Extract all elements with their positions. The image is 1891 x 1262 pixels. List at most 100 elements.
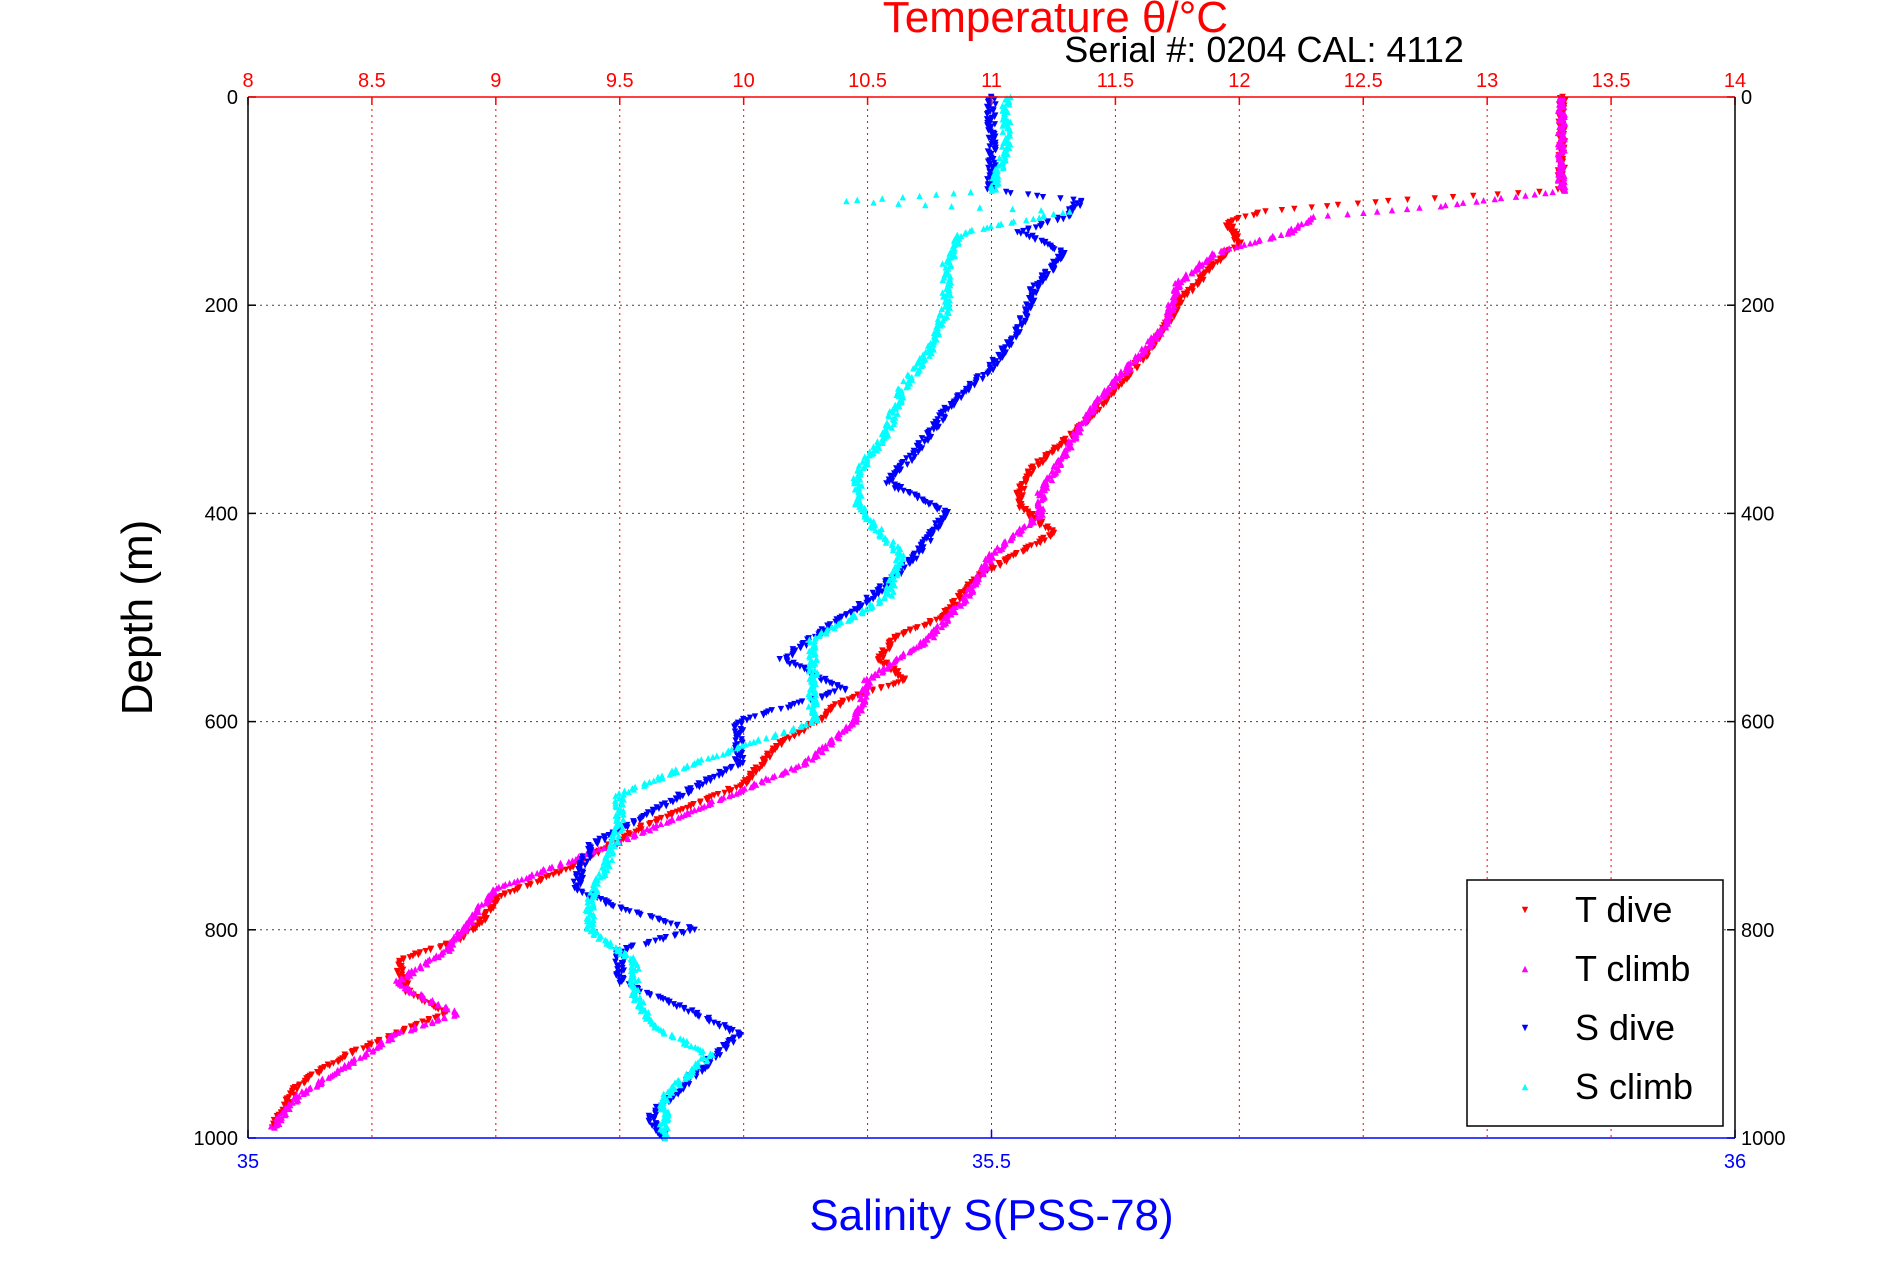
data-point [293, 1086, 301, 1093]
data-point [666, 1091, 673, 1099]
salinity-axis-title: Salinity S(PSS-78) [809, 1191, 1173, 1240]
data-point [1246, 240, 1254, 247]
data-point [695, 805, 702, 812]
data-point [433, 1002, 441, 1009]
data-point [943, 290, 951, 298]
data-point [935, 525, 942, 532]
data-point [605, 847, 612, 855]
data-point [992, 147, 999, 154]
legend-label: T climb [1575, 948, 1690, 989]
depth-tick-label-left: 200 [205, 295, 238, 317]
data-point [777, 705, 785, 713]
data-point [330, 1060, 337, 1067]
data-point [893, 572, 901, 579]
data-point [587, 854, 594, 862]
data-point [822, 744, 830, 752]
data-point [858, 707, 866, 714]
data-point [1278, 207, 1286, 214]
legend-label: T dive [1575, 889, 1672, 930]
depth-tick-label-right: 1000 [1741, 1128, 1786, 1150]
data-point [634, 986, 642, 993]
data-point [627, 975, 634, 982]
data-point [936, 412, 943, 419]
data-point [444, 1005, 451, 1013]
data-point [863, 599, 870, 607]
data-point [1184, 274, 1191, 282]
data-point [608, 856, 616, 863]
sal-tick-label: 35 [237, 1151, 259, 1173]
data-point [704, 797, 711, 804]
data-point [999, 164, 1007, 172]
data-point [870, 199, 877, 206]
data-point [590, 912, 598, 920]
data-point [1158, 330, 1165, 337]
data-point [985, 164, 992, 172]
data-point [991, 121, 999, 128]
data-point [557, 862, 564, 869]
data-point [661, 1030, 668, 1037]
data-point [839, 728, 846, 735]
data-point [874, 671, 881, 679]
data-point [1561, 135, 1568, 143]
data-point [635, 965, 642, 972]
data-point [1039, 213, 1047, 220]
data-point [894, 410, 901, 417]
data-point [1026, 234, 1033, 241]
data-point [596, 835, 603, 843]
data-point [1023, 231, 1030, 238]
data-point [823, 630, 830, 637]
data-point [625, 788, 632, 796]
data-point [406, 954, 414, 961]
data-point [791, 733, 798, 740]
data-point [705, 1018, 713, 1025]
data-point [995, 162, 1002, 169]
data-point [742, 741, 749, 748]
data-point [435, 953, 442, 961]
data-point [506, 879, 513, 887]
data-point [683, 1070, 690, 1077]
data-point [933, 191, 940, 198]
data-point [828, 741, 835, 748]
data-point [1277, 231, 1285, 238]
data-point [1054, 217, 1061, 224]
depth-axis-title: Depth (m) [113, 520, 162, 716]
data-point [1388, 207, 1396, 214]
data-point [663, 819, 671, 826]
data-point [880, 664, 887, 671]
data-point [987, 223, 995, 230]
data-point [583, 925, 591, 932]
data-point [696, 784, 703, 791]
data-point [930, 341, 937, 348]
data-point [951, 237, 958, 245]
data-point [1449, 193, 1457, 201]
serial-cal-label: Serial #: 0204 CAL: 4112 [1064, 29, 1464, 70]
data-point [399, 966, 407, 973]
data-point [436, 944, 444, 951]
data-point [879, 439, 886, 446]
data-point [1059, 209, 1067, 216]
data-point [719, 751, 727, 758]
data-point [709, 753, 717, 761]
legend-marker [1521, 1024, 1529, 1032]
data-point [983, 111, 991, 118]
legend-marker [1521, 965, 1529, 973]
data-point [491, 901, 498, 908]
data-point [696, 758, 703, 766]
data-point [334, 1059, 342, 1066]
data-point [976, 204, 984, 211]
data-point [954, 240, 962, 247]
data-point [746, 739, 754, 747]
data-point [637, 911, 644, 919]
data-point [805, 754, 812, 762]
data-point [851, 479, 858, 487]
data-point [1036, 214, 1043, 221]
data-point [422, 948, 429, 955]
temp-tick-label: 14 [1724, 70, 1746, 92]
data-point [1403, 205, 1411, 213]
data-point [433, 1017, 441, 1024]
data-point [584, 895, 591, 902]
data-point [601, 837, 609, 844]
data-point [1024, 191, 1032, 198]
data-point [952, 608, 959, 616]
